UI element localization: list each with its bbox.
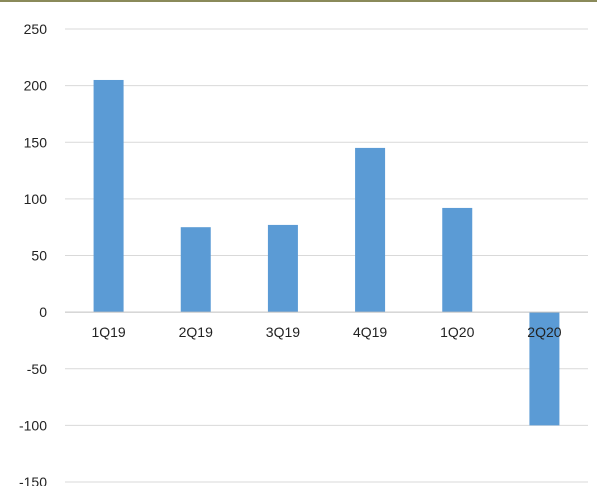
x-tick-label: 2Q20 [527, 324, 561, 340]
x-tick-label: 3Q19 [266, 324, 300, 340]
y-tick-label: -50 [27, 361, 47, 377]
x-axis-tick-labels: 1Q19 2Q19 3Q19 4Q19 1Q20 2Q20 [91, 324, 561, 340]
x-tick-label: 2Q19 [179, 324, 213, 340]
y-tick-label: 0 [39, 304, 47, 320]
x-tick-label: 1Q19 [91, 324, 125, 340]
gridlines [65, 28, 588, 483]
bars [93, 79, 560, 426]
y-tick-label: -100 [19, 417, 47, 433]
x-tick-label: 4Q19 [353, 324, 387, 340]
top-rule [0, 0, 597, 2]
y-tick-label: -150 [19, 474, 47, 486]
y-axis-tick-labels: 250 200 150 100 50 0 -50 -100 -150 [19, 21, 47, 486]
bar-1q20 [442, 207, 473, 313]
bar-4q19 [355, 147, 386, 313]
bar-2q19 [180, 227, 211, 313]
bar-1q19 [93, 79, 124, 313]
bar-3q19 [267, 224, 298, 313]
x-tick-label: 1Q20 [440, 324, 474, 340]
y-tick-label: 50 [31, 248, 47, 264]
bar-2q20 [529, 312, 560, 426]
y-tick-label: 200 [24, 78, 48, 94]
y-tick-label: 100 [24, 191, 48, 207]
y-tick-label: 150 [24, 134, 48, 150]
y-tick-label: 250 [24, 21, 48, 37]
